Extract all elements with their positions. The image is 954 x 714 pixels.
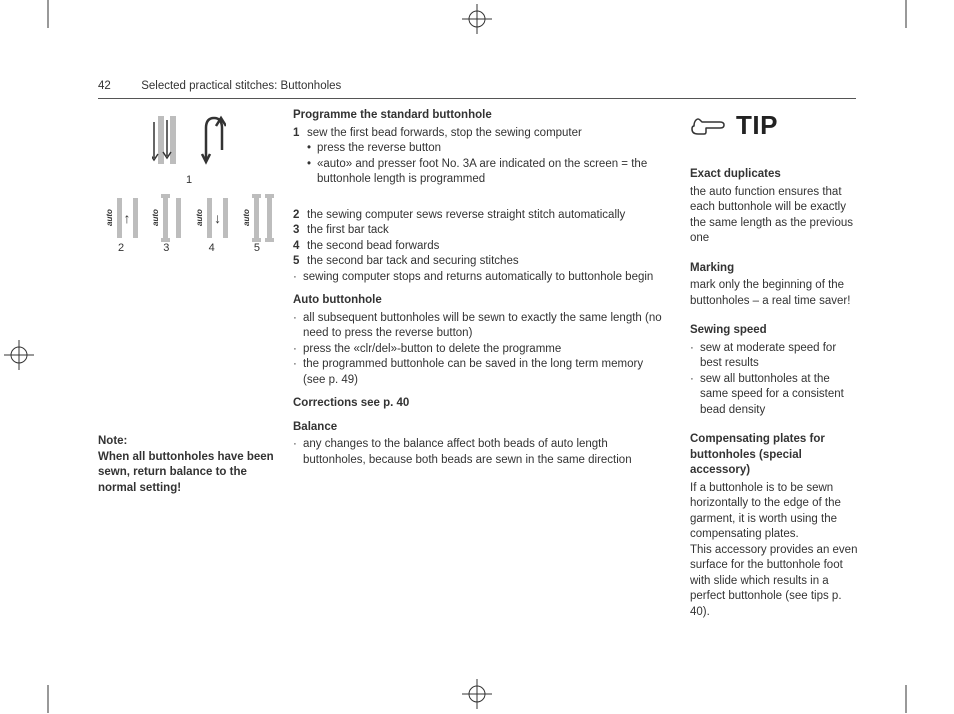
left-column: 1 auto ↑ 2 auto [98,108,280,496]
tip-speed-heading: Sewing speed [690,323,860,339]
auto-bullet: the programmed buttonhole can be saved i… [303,357,663,388]
auto-bullet: all subsequent buttonholes will be sewn … [303,311,663,342]
figure-step-label: 2 [118,242,124,254]
auto-label: auto [151,198,161,238]
figure-step-3: auto 3 [146,198,186,254]
figure-step-label: 5 [254,242,260,254]
note-body: When all buttonholes have been sewn, ret… [98,450,280,497]
auto-label: auto [195,198,205,238]
figure-step-label: 4 [209,242,215,254]
step-text: the second bar tack and securing stitche… [307,254,519,270]
tip-comp-p2: This accessory provides an even surface … [690,543,860,621]
figure-step-5: auto 5 [237,198,277,254]
balance-bullet: any changes to the balance affect both b… [303,437,663,468]
registration-mark-bottom [462,679,492,709]
figure-step-4: auto ↓ 4 [192,198,232,254]
bullet-icon: • [307,141,317,157]
registration-mark-top [462,4,492,34]
tip-comp-heading: Compensating plates for buttonholes (spe… [690,432,860,479]
auto-label: auto [105,198,115,238]
registration-mark-left [4,340,34,370]
figure-step-label: 3 [163,242,169,254]
bullet-icon: · [690,341,700,372]
step-text: the sewing computer sews reverse straigh… [307,208,625,224]
bullet-icon: · [293,311,303,342]
figure-step1-label: 1 [109,174,269,186]
auto-heading: Auto buttonhole [293,293,663,309]
note-heading: Note: [98,434,280,450]
step-number: 1 [293,126,307,142]
crop-mark-top-right [896,0,916,40]
step-number: 4 [293,239,307,255]
auto-label: auto [242,198,252,238]
step-number: 5 [293,254,307,270]
figure-step1: 1 [109,108,269,188]
tip-marking-heading: Marking [690,261,860,277]
crop-mark-bottom-right [896,673,916,713]
step-subtext: «auto» and presser foot No. 3A are indic… [317,157,663,188]
page-number: 42 [98,80,138,92]
tip-speed-bullet: sew at moderate speed for best results [700,341,860,372]
tip-exact-text: the auto function ensures that each butt… [690,185,860,247]
arrow-up-icon: ↑ [124,210,131,226]
tip-marking-text: mark only the beginning of the buttonhol… [690,278,860,309]
page-header: 42 Selected practical stitches: Buttonho… [98,80,856,99]
main-column: Programme the standard buttonhole 1sew t… [293,108,663,476]
pointing-hand-icon [690,114,726,138]
note-block: Note: When all buttonholes have been sew… [98,434,280,496]
step-subtext: sewing computer stops and returns automa… [303,270,653,286]
tip-speed-bullet: sew all buttonholes at the same speed fo… [700,372,860,419]
tip-exact-heading: Exact duplicates [690,167,860,183]
bullet-icon: · [293,270,303,286]
corrections-heading: Corrections see p. 40 [293,396,663,412]
step-number: 3 [293,223,307,239]
programme-heading: Programme the standard buttonhole [293,108,663,124]
reverse-arrow-icon [196,110,226,170]
crop-mark-top-left [38,0,58,40]
tip-comp-p1: If a buttonhole is to be sewn horizontal… [690,481,860,543]
bullet-icon: • [307,157,317,188]
step-text: sew the first bead forwards, stop the se… [307,126,582,142]
bullet-icon: · [690,372,700,419]
figure-steps-2-5: auto ↑ 2 auto 3 [101,198,277,254]
balance-heading: Balance [293,420,663,436]
bullet-icon: · [293,357,303,388]
step-text: the second bead forwards [307,239,439,255]
tip-column: TIP Exact duplicates the auto function e… [690,108,860,629]
bullet-icon: · [293,437,303,468]
step-text: the first bar tack [307,223,389,239]
auto-bullet: press the «clr/del»-button to delete the… [303,342,561,358]
step-number: 2 [293,208,307,224]
buttonhole-down-icon [152,110,182,170]
tip-title: TIP [736,108,778,143]
bullet-icon: · [293,342,303,358]
crop-mark-bottom-left [38,673,58,713]
step-subtext: press the reverse button [317,141,441,157]
section-title: Selected practical stitches: Buttonholes [141,80,341,92]
arrow-down-icon: ↓ [214,210,221,226]
figure-step-2: auto ↑ 2 [101,198,141,254]
